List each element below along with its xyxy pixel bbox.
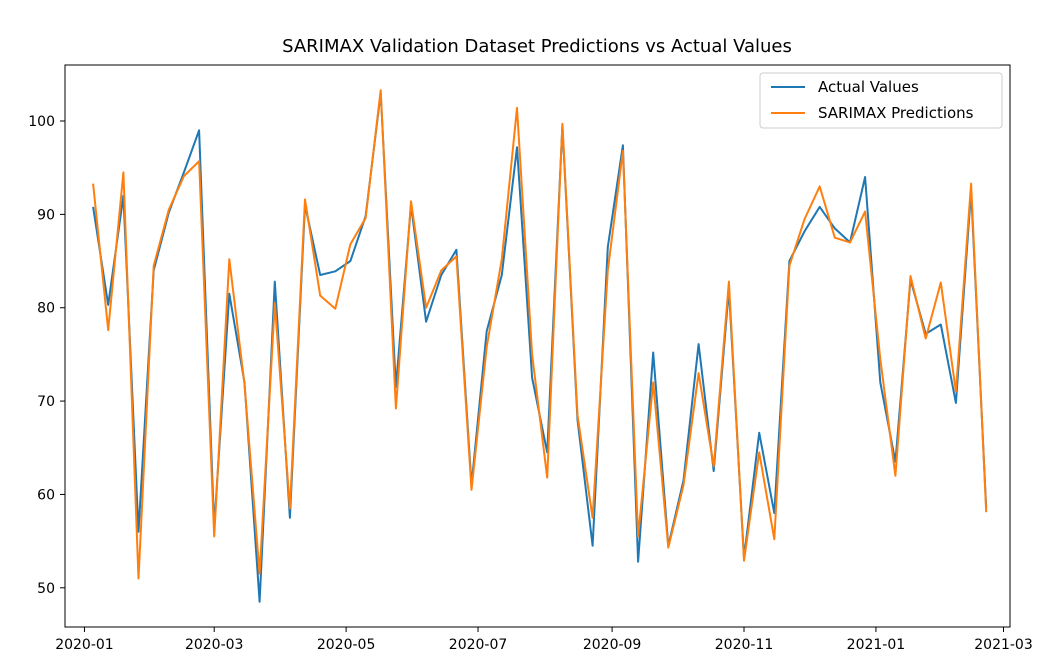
x-tick-label: 2020-05 (317, 637, 376, 653)
plot-frame (64, 64, 1011, 628)
x-axis: 2020-01 2020-03 2020-05 2020-07 2020-09 2020-… (55, 627, 1033, 653)
y-tick-label: 80 (37, 301, 55, 317)
legend-label-actual-values: Actual Values (818, 78, 919, 96)
chart-title: SARIMAX Validation Dataset Predictions v… (282, 36, 792, 57)
x-tick-label: 2021-01 (847, 637, 906, 653)
x-tick-label: 2020-07 (449, 637, 508, 653)
x-tick-label: 2020-03 (185, 637, 244, 653)
series-layer (92, 89, 988, 603)
x-tick-label: 2020-11 (715, 637, 774, 653)
y-tick-label: 70 (37, 394, 55, 410)
x-tick-label: 2020-01 (55, 637, 114, 653)
legend-label-sarimax-predictions: SARIMAX Predictions (818, 104, 974, 122)
legend: Actual Values SARIMAX Predictions (759, 72, 1003, 129)
x-tick-label: 2021-03 (974, 637, 1033, 653)
y-axis: 50 60 70 80 90 100 (28, 114, 65, 597)
x-tick-label: 2020-09 (583, 637, 642, 653)
y-tick-label: 60 (37, 487, 55, 503)
legend-box (759, 72, 1003, 129)
y-tick-label: 100 (28, 114, 55, 130)
y-tick-label: 50 (37, 581, 55, 597)
y-tick-label: 90 (37, 207, 55, 223)
series-line-sarimax-predictions (92, 89, 988, 580)
series-line-actual-values (92, 92, 988, 603)
